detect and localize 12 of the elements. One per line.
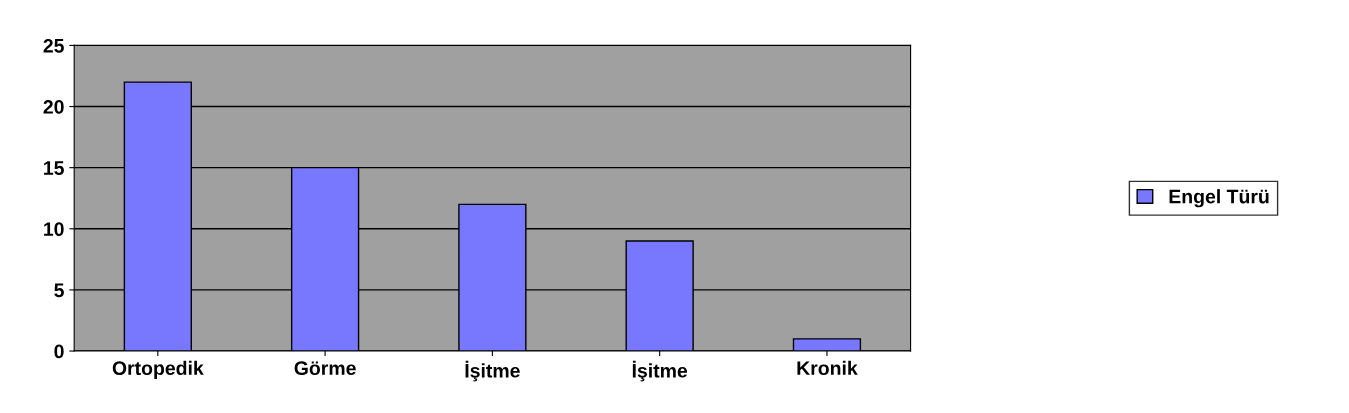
y-tick-label: 0 [54,344,64,359]
y-tick-label: 10 [44,222,64,237]
x-tick-label: İşitme [632,360,688,382]
x-tick-label: İşitme [465,360,520,382]
y-tick-label: 5 [54,283,64,298]
x-tick-label: Ortopedik [112,360,204,379]
legend-label: Engel Türü [1169,189,1269,208]
y-tick-label: 20 [43,100,64,114]
y-tick-label: 25 [43,38,64,53]
y-tick-label: 15 [44,161,64,175]
x-tick-label: Görme [294,361,356,376]
x-tick-label: Kronik [797,360,858,376]
